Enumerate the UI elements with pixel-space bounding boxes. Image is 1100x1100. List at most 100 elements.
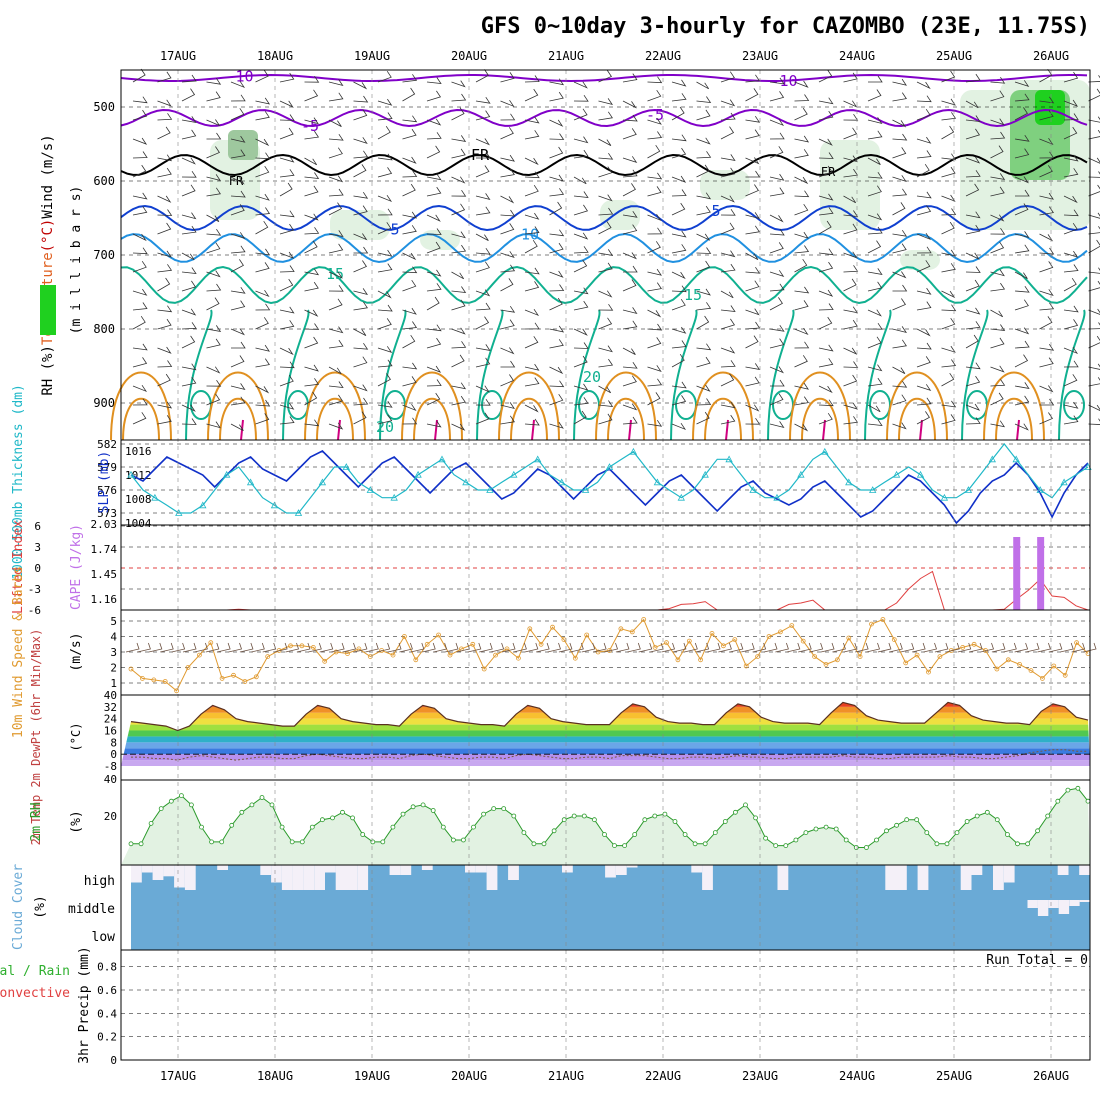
wind-barb [916,287,932,295]
wind-barb [1037,642,1051,653]
wind-barb [745,308,760,316]
wind-barb [745,115,761,123]
wind-barb [353,150,369,159]
wind-barb [475,385,490,393]
cape-bar [1037,537,1045,610]
wind-barb [296,642,311,653]
wind-barb [132,206,148,216]
wind-barb [867,309,882,317]
cloud-high-gap [1003,865,1015,883]
wind-barb [524,642,539,653]
wind-barb [157,222,172,235]
wind-barb [230,176,245,185]
rh-marker [682,832,688,837]
cloud-high-gap [562,865,573,873]
wind-barb [696,205,711,216]
wind-barb [426,228,442,235]
wind-barb [402,279,417,292]
wind-barb [475,302,491,311]
wind-barb [573,287,589,295]
wind-barb [1063,319,1079,330]
wind-barb [647,241,661,254]
wind-barb [647,131,663,140]
wind-barb [647,213,662,222]
isotherm-20-label: 20 [376,418,394,436]
wind-barb [598,345,613,353]
wind-barb [475,233,489,241]
wind-barb [965,156,981,164]
wind-barb [990,173,1006,180]
wind-barb [916,246,932,254]
wind-barb [573,94,589,102]
wind-marker [869,621,874,627]
wind-barb [916,205,932,216]
wind-barb [451,327,466,335]
wind-barb [820,642,835,653]
wind-barb [622,73,638,83]
wind-barb [181,157,196,165]
wind-barb [1014,642,1029,653]
wind-barb [622,416,638,425]
wind-barb [279,210,295,218]
thickness-marker [414,470,422,478]
wind-barb [941,372,955,387]
wind-barb [573,108,588,121]
wind-barb [573,300,589,311]
wind-barb [402,362,418,370]
wind-barb [157,360,173,368]
wind-barb [671,134,687,142]
wind-barb [1014,93,1030,102]
wind-barb [622,156,638,164]
wind-barb [672,642,687,653]
wind-barb [1063,277,1077,292]
wind-marker [516,655,521,661]
temp-tick-label: 16 [104,725,117,738]
wind-barb [965,375,981,387]
wind-barb [671,326,687,334]
rh-marker [501,806,507,811]
wind-barb [990,227,1006,235]
wind-barb [475,96,491,104]
wind-barb [745,170,761,178]
wind-barb [794,149,809,159]
wind-marker [413,657,419,663]
wind-barb [328,394,344,406]
wind-ylabel: 10m Wind Speed & Barbs [11,566,26,738]
wind-barb [451,382,467,390]
wind-barb [941,400,957,408]
rh-marker [642,817,648,823]
rh-marker [219,839,225,845]
wind-barb [304,130,320,140]
wind-barb [426,365,442,373]
wind-barb [990,145,1004,159]
wind-barb [1014,231,1030,239]
wind-barb [786,642,801,653]
cloud-middle-gap [1069,900,1080,906]
wind-barb [770,379,785,387]
wind-tick-label: 4 [110,631,117,644]
wind-barb [990,282,1006,292]
wind-barb [524,322,540,330]
wind-barb [867,404,881,413]
wind-barb [647,378,663,387]
wind-barb [892,422,907,430]
rh-marker [1005,832,1010,837]
wind-barb [279,320,295,330]
rh-ylabel: 2m RH [29,802,44,841]
rh-marker [269,802,275,808]
wind-barb [965,403,981,411]
temp-band [121,712,1090,719]
wind-barb [696,260,711,273]
wind-barb [794,107,808,121]
thickness-marker [821,447,829,455]
wind-barb [916,232,932,241]
wind-barb [671,230,687,238]
wind-barb [475,289,491,297]
wind-barb [426,173,442,181]
bottom-date-label: 26AUG [1033,1069,1069,1083]
rh-marker [672,819,678,824]
wind-barb [251,642,265,653]
wind-barb [500,305,516,313]
wind-barb [573,136,589,144]
wind-barb [593,642,607,653]
